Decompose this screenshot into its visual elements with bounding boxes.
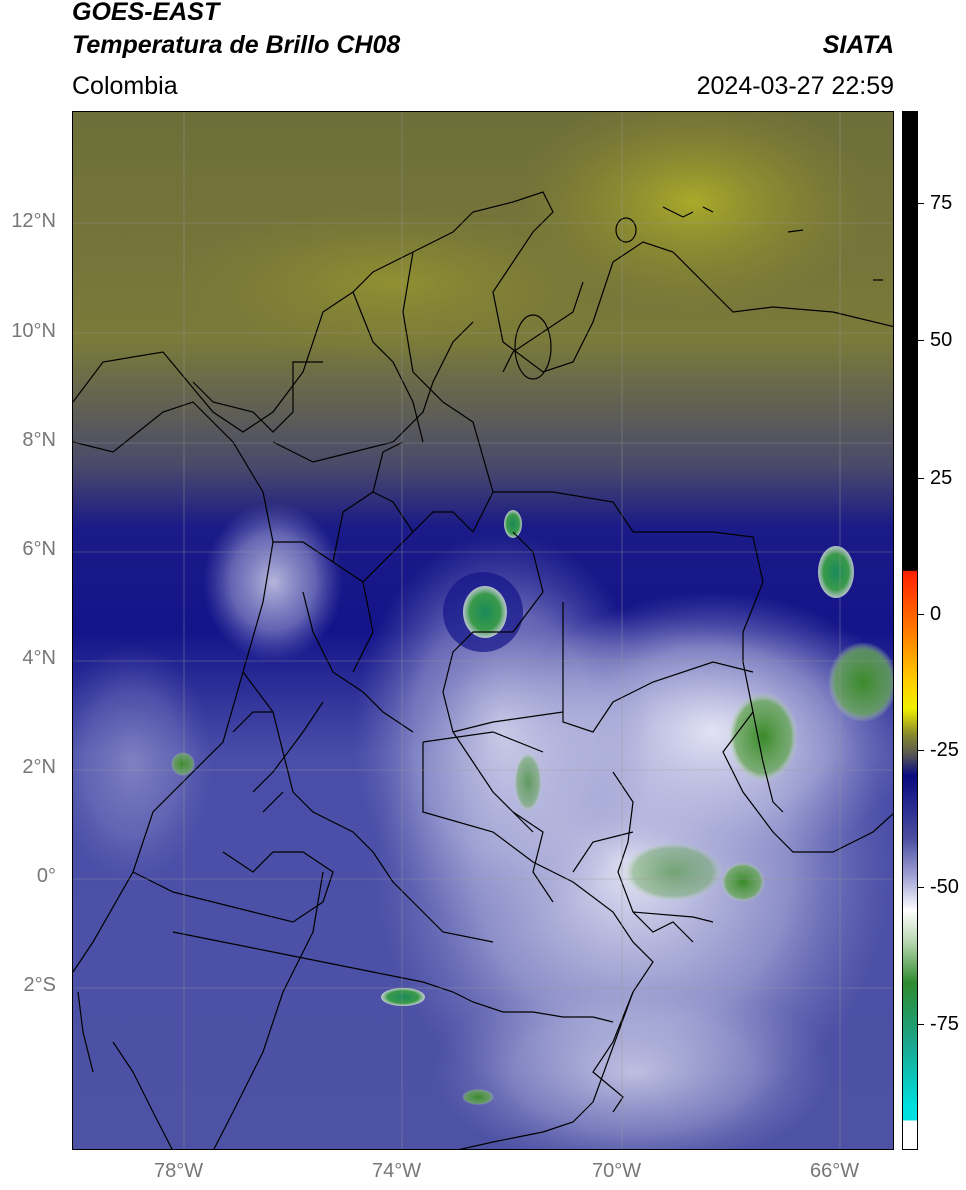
product-title: Temperatura de Brillo CH08 — [72, 31, 401, 59]
cb-tick-25 — [918, 478, 924, 479]
map-canvas — [73, 112, 893, 1149]
cb-tick-neg25 — [918, 750, 924, 751]
lat-label-4N: 4°N — [22, 647, 56, 669]
lat-label-2S: 2°S — [23, 974, 56, 996]
lon-label-74W: 74°W — [372, 1160, 422, 1182]
cb-tick-75 — [918, 203, 924, 204]
satellite-map — [72, 111, 894, 1150]
lat-label-6N: 6°N — [22, 538, 56, 560]
cb-label-25: 25 — [930, 467, 953, 489]
agency-label: SIATA — [822, 31, 894, 59]
cb-label-50: 50 — [930, 329, 953, 351]
lon-label-66W: 66°W — [810, 1160, 860, 1182]
cb-label-neg50: -50 — [930, 876, 959, 898]
lat-label-10N: 10°N — [11, 320, 56, 342]
lat-label-12N: 12°N — [11, 210, 56, 232]
satellite-title: GOES-EAST — [72, 0, 220, 26]
cb-tick-neg75 — [918, 1024, 924, 1025]
cb-label-neg25: -25 — [930, 739, 959, 761]
cb-label-75: 75 — [930, 192, 953, 214]
cb-label-neg75: -75 — [930, 1013, 959, 1035]
lon-label-70W: 70°W — [592, 1160, 642, 1182]
cb-label-0: 0 — [930, 603, 942, 625]
lat-label-2N: 2°N — [22, 756, 56, 778]
lon-label-78W: 78°W — [154, 1160, 204, 1182]
cb-tick-50 — [918, 340, 924, 341]
colorbar-gradient — [903, 112, 917, 1149]
region-label: Colombia — [72, 72, 178, 100]
lat-label-8N: 8°N — [22, 429, 56, 451]
datetime-label: 2024-03-27 22:59 — [696, 72, 894, 100]
lat-label-0: 0° — [36, 865, 56, 887]
temperature-colorbar — [902, 111, 918, 1150]
cb-tick-neg50 — [918, 887, 924, 888]
cb-tick-0 — [918, 614, 924, 615]
